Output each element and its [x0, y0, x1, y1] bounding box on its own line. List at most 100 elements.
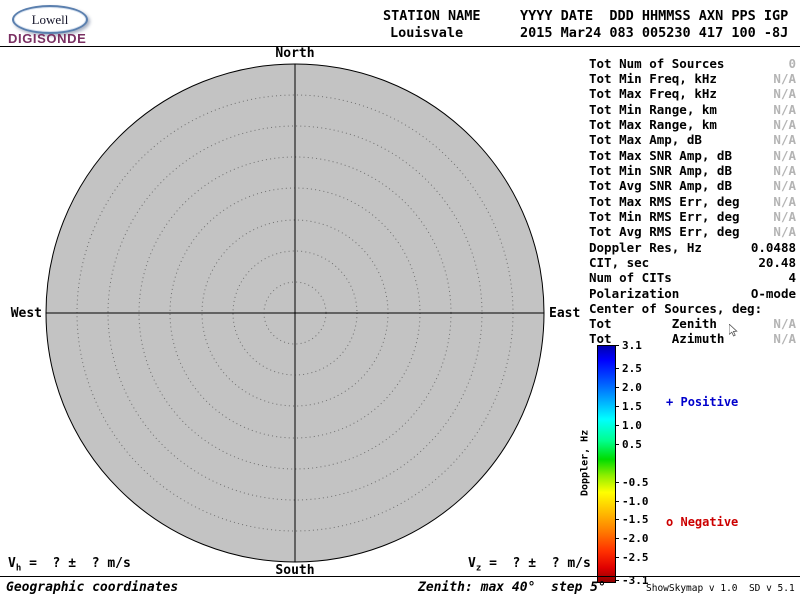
panel-row-min-rms: Tot Min RMS Err, deg N/A — [589, 209, 796, 224]
panel-label: Tot Max Amp, dB — [589, 132, 702, 147]
digisonde-brand-label: DIGISONDE — [8, 31, 87, 46]
skymap-plot — [45, 63, 545, 563]
colorbar-tick: 3.1 — [615, 338, 642, 352]
lowell-logo-text: Lowell — [31, 11, 69, 27]
skymap-crosshair — [46, 64, 544, 562]
panel-value: 20.48 — [758, 255, 796, 270]
tick-label: 3.1 — [622, 338, 642, 352]
panel-row-max-amp: Tot Max Amp, dB N/A — [589, 132, 796, 147]
panel-row-num-cits: Num of CITs 4 — [589, 270, 796, 285]
plus-marker-icon: + — [666, 395, 674, 409]
tick-mark — [615, 481, 619, 483]
lowell-logo: Lowell — [12, 5, 88, 34]
panel-row-center-sources: Center of Sources, deg: — [589, 301, 796, 316]
tick-label: -2.0 — [622, 531, 649, 545]
panel-label: Num of CITs — [589, 270, 672, 285]
panel-value: N/A — [773, 86, 796, 101]
panel-row-max-rms: Tot Max RMS Err, deg N/A — [589, 194, 796, 209]
colorbar-tick: 2.5 — [615, 361, 642, 375]
header-divider — [0, 46, 800, 47]
tick-mark — [615, 405, 619, 407]
panel-value: 0 — [788, 56, 796, 71]
compass-west-label: West — [10, 306, 42, 321]
tick-mark — [615, 556, 619, 558]
panel-label: Tot Zenith — [589, 316, 717, 331]
panel-row-min-freq: Tot Min Freq, kHz N/A — [589, 71, 796, 86]
panel-value: N/A — [773, 316, 796, 331]
panel-label: Tot Max Range, km — [589, 117, 717, 132]
panel-value: N/A — [773, 148, 796, 163]
panel-row-avg-snr: Tot Avg SNR Amp, dB N/A — [589, 178, 796, 193]
vh-symbol: V — [8, 556, 16, 571]
tick-mark — [615, 424, 619, 426]
panel-value: N/A — [773, 209, 796, 224]
tick-mark — [615, 344, 619, 346]
positive-word: Positive — [680, 395, 739, 409]
colorbar-tick: 1.0 — [615, 418, 642, 432]
panel-row-min-range: Tot Min Range, km N/A — [589, 102, 796, 117]
panel-row-avg-rms: Tot Avg RMS Err, deg N/A — [589, 224, 796, 239]
tick-mark — [615, 367, 619, 369]
colorbar-tick: 0.5 — [615, 437, 642, 451]
panel-row-doppler-res: Doppler Res, Hz 0.0488 — [589, 240, 796, 255]
panel-label: Tot Min SNR Amp, dB — [589, 163, 732, 178]
panel-label: Doppler Res, Hz — [589, 240, 702, 255]
panel-label: CIT, sec — [589, 255, 650, 270]
colorbar-tick: -2.0 — [615, 531, 649, 545]
panel-value: 0.0488 — [750, 240, 796, 255]
app-version-label: ShowSkymap v 1.0 SD v 5.1 — [646, 583, 795, 594]
station-name-value: Louisvale — [390, 25, 464, 41]
panel-value: N/A — [773, 224, 796, 239]
panel-value: 4 — [788, 270, 796, 285]
tick-mark — [615, 537, 619, 539]
circle-marker-icon: o — [666, 515, 674, 529]
colorbar-tick: 1.5 — [615, 399, 642, 413]
panel-label: Polarization — [589, 286, 680, 301]
tick-mark — [615, 500, 619, 502]
compass-east-label: East — [549, 306, 581, 321]
tick-label: 1.0 — [622, 418, 642, 432]
vz-symbol: V — [468, 556, 476, 571]
panel-label: Tot Max SNR Amp, dB — [589, 148, 732, 163]
panel-row-tot-zenith: Tot Zenith N/A — [589, 316, 796, 331]
tick-mark — [615, 386, 619, 388]
station-name-label: STATION NAME — [383, 8, 481, 24]
panel-value: N/A — [773, 194, 796, 209]
panel-row-max-range: Tot Max Range, km N/A — [589, 117, 796, 132]
colorbar-tick: -0.5 — [615, 476, 649, 489]
panel-label: Tot Azimuth — [589, 331, 725, 346]
panel-value: N/A — [773, 331, 796, 346]
panel-value: N/A — [773, 102, 796, 117]
tick-mark — [615, 579, 619, 581]
panel-row-max-snr: Tot Max SNR Amp, dB N/A — [589, 148, 796, 163]
footer-divider — [0, 576, 800, 577]
panel-row-polarization: Polarization O-mode — [589, 286, 796, 301]
panel-label: Tot Min Range, km — [589, 102, 717, 117]
tick-mark — [615, 518, 619, 520]
tick-label: 2.5 — [622, 361, 642, 375]
tick-label: 2.0 — [622, 380, 642, 394]
positive-doppler-legend: + Positive — [666, 395, 738, 409]
panel-row-min-snr: Tot Min SNR Amp, dB N/A — [589, 163, 796, 178]
horizontal-velocity-readout: Vh = ? ± ? m/s — [8, 556, 131, 574]
panel-label: Tot Max RMS Err, deg — [589, 194, 740, 209]
panel-value: N/A — [773, 163, 796, 178]
colorbar-axis-title: Doppler, Hz — [579, 429, 591, 497]
panel-label: Tot Num of Sources — [589, 56, 725, 71]
panel-row-num-sources: Tot Num of Sources 0 — [589, 56, 796, 71]
panel-row-cit: CIT, sec 20.48 — [589, 255, 796, 270]
panel-row-max-freq: Tot Max Freq, kHz N/A — [589, 86, 796, 101]
zenith-scale-label: Zenith: max 40° step 5° — [418, 580, 606, 595]
colorbar-tick: 2.0 — [615, 380, 642, 394]
tick-label: 1.5 — [622, 399, 642, 413]
compass-north-label: North — [275, 46, 315, 61]
panel-label: Tot Avg SNR Amp, dB — [589, 178, 732, 193]
vz-value: = ? ± ? m/s — [481, 556, 591, 571]
coordinates-mode-label: Geographic coordinates — [6, 580, 179, 595]
tick-label: -1.0 — [622, 494, 649, 508]
panel-label: Tot Min RMS Err, deg — [589, 209, 740, 224]
panel-value: N/A — [773, 117, 796, 132]
compass-south-label: South — [275, 563, 315, 578]
tick-label: 0.5 — [622, 437, 642, 451]
